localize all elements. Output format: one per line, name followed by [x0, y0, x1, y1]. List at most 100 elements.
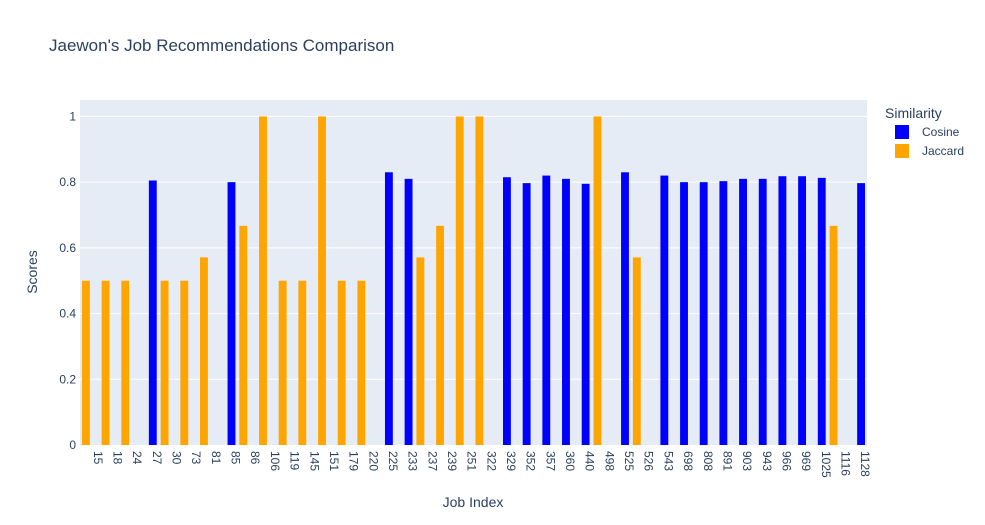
- bar-jaccard-237: [416, 257, 425, 445]
- x-axis-ticks: 15 18 24 27 30 73 81 85 86 106 119 145 151 179 220 225 2…: [91, 451, 872, 478]
- bar-cosine-698: [680, 182, 688, 445]
- bar-jaccard-179: [337, 280, 346, 445]
- bar-jaccard-526: [632, 257, 641, 445]
- bar-jaccard-239: [436, 225, 444, 445]
- bar-cosine-357: [542, 175, 551, 446]
- bar-cosine-225: [384, 172, 393, 446]
- x-tick-label: 329: [504, 451, 518, 471]
- x-tick-label: 237: [425, 451, 439, 471]
- legend-swatch-jaccard: [895, 144, 909, 158]
- x-tick-label: 18: [111, 451, 125, 465]
- bar-cosine-1025: [817, 177, 826, 445]
- bar-cosine-966: [778, 176, 787, 445]
- bar-cosine-808: [699, 182, 708, 445]
- bars: [81, 116, 866, 446]
- legend-label-jaccard: Jaccard: [922, 144, 964, 158]
- legend-swatch-cosine: [895, 125, 909, 139]
- bar-cosine-903: [739, 178, 747, 445]
- x-tick-label: 119: [288, 451, 302, 470]
- bar-jaccard-145: [298, 280, 307, 445]
- x-tick-label: 220: [366, 451, 380, 471]
- x-tick-label: 966: [779, 451, 793, 471]
- x-tick-label: 27: [150, 451, 164, 465]
- x-tick-label: 251: [465, 451, 479, 471]
- bar-cosine-233: [404, 178, 413, 445]
- chart-title: Jaewon's Job Recommendations Comparison: [49, 36, 394, 55]
- y-tick-label: 0: [69, 438, 76, 452]
- x-tick-label: 73: [189, 451, 203, 465]
- x-tick-label: 498: [602, 451, 616, 471]
- x-tick-label: 352: [524, 451, 538, 471]
- x-tick-label: 151: [327, 451, 341, 471]
- x-tick-label: 24: [130, 451, 144, 465]
- bar-jaccard-86: [239, 225, 248, 445]
- bar-cosine-27: [148, 180, 157, 445]
- bar-jaccard-73: [180, 280, 189, 445]
- legend-title: Similarity: [885, 105, 942, 121]
- legend: Similarity Cosine Jaccard: [885, 105, 964, 158]
- x-tick-label: 440: [583, 451, 597, 471]
- x-tick-label: 891: [720, 451, 734, 471]
- bar-jaccard-220: [357, 280, 366, 445]
- x-tick-label: 526: [642, 451, 656, 471]
- bar-jaccard-151: [318, 116, 326, 445]
- bar-jaccard-15: [81, 280, 90, 445]
- x-axis-title: Job Index: [443, 494, 504, 510]
- y-tick-label: 0.6: [59, 241, 76, 255]
- legend-label-cosine: Cosine: [922, 125, 960, 139]
- bar-cosine-360: [562, 178, 570, 445]
- bar-jaccard-322: [475, 116, 484, 445]
- x-tick-label: 969: [799, 451, 813, 471]
- x-tick-label: 808: [701, 451, 715, 471]
- x-tick-label: 943: [760, 451, 774, 471]
- x-tick-label: 30: [170, 451, 184, 465]
- y-gridlines: [80, 115, 867, 380]
- x-tick-label: 903: [740, 451, 754, 471]
- x-tick-label: 525: [622, 451, 636, 471]
- bar-cosine-440: [581, 183, 590, 446]
- x-tick-label: 86: [248, 451, 262, 465]
- x-tick-label: 179: [347, 451, 361, 471]
- bar-cosine-969: [798, 176, 807, 445]
- x-tick-label: 357: [543, 451, 557, 471]
- bar-cosine-352: [522, 183, 531, 445]
- x-tick-label: 15: [91, 451, 105, 465]
- x-tick-label: 145: [307, 451, 321, 471]
- y-tick-label: 1: [69, 109, 76, 123]
- x-tick-label: 322: [484, 451, 498, 471]
- x-tick-label: 225: [386, 451, 400, 471]
- bar-jaccard-119: [278, 280, 287, 445]
- bar-jaccard-498: [593, 116, 602, 445]
- x-tick-label: 1025: [819, 451, 833, 478]
- x-tick-label: 1116: [838, 451, 852, 476]
- bar-cosine-1128: [857, 183, 866, 445]
- x-tick-label: 85: [229, 451, 243, 465]
- bar-cosine-891: [719, 181, 728, 445]
- bar-jaccard-1116: [829, 225, 838, 445]
- bar-jaccard-251: [455, 116, 464, 445]
- x-tick-label: 239: [445, 451, 459, 471]
- bar-jaccard-81: [200, 257, 208, 445]
- bar-cosine-943: [758, 178, 767, 445]
- x-tick-label: 1128: [858, 451, 872, 477]
- bar-cosine-543: [660, 175, 669, 446]
- bar-jaccard-24: [121, 280, 130, 445]
- y-tick-label: 0.2: [59, 372, 76, 386]
- y-tick-label: 0.8: [59, 175, 76, 189]
- plot-area: [80, 100, 867, 445]
- bar-jaccard-106: [259, 116, 267, 445]
- x-tick-label: 698: [681, 451, 695, 471]
- x-tick-label: 106: [268, 451, 282, 471]
- x-tick-label: 360: [563, 451, 577, 471]
- bar-cosine-329: [503, 177, 511, 445]
- bar-cosine-525: [621, 172, 629, 446]
- x-tick-label: 81: [209, 451, 223, 465]
- x-tick-label: 543: [661, 451, 675, 471]
- bar-jaccard-30: [160, 280, 169, 445]
- bar-cosine-85: [227, 182, 236, 445]
- y-tick-label: 0.4: [59, 307, 76, 321]
- x-tick-label: 233: [406, 451, 420, 471]
- y-axis-ticks: 0 0.2 0.4 0.6 0.8 1: [59, 109, 76, 452]
- bar-jaccard-18: [101, 280, 110, 445]
